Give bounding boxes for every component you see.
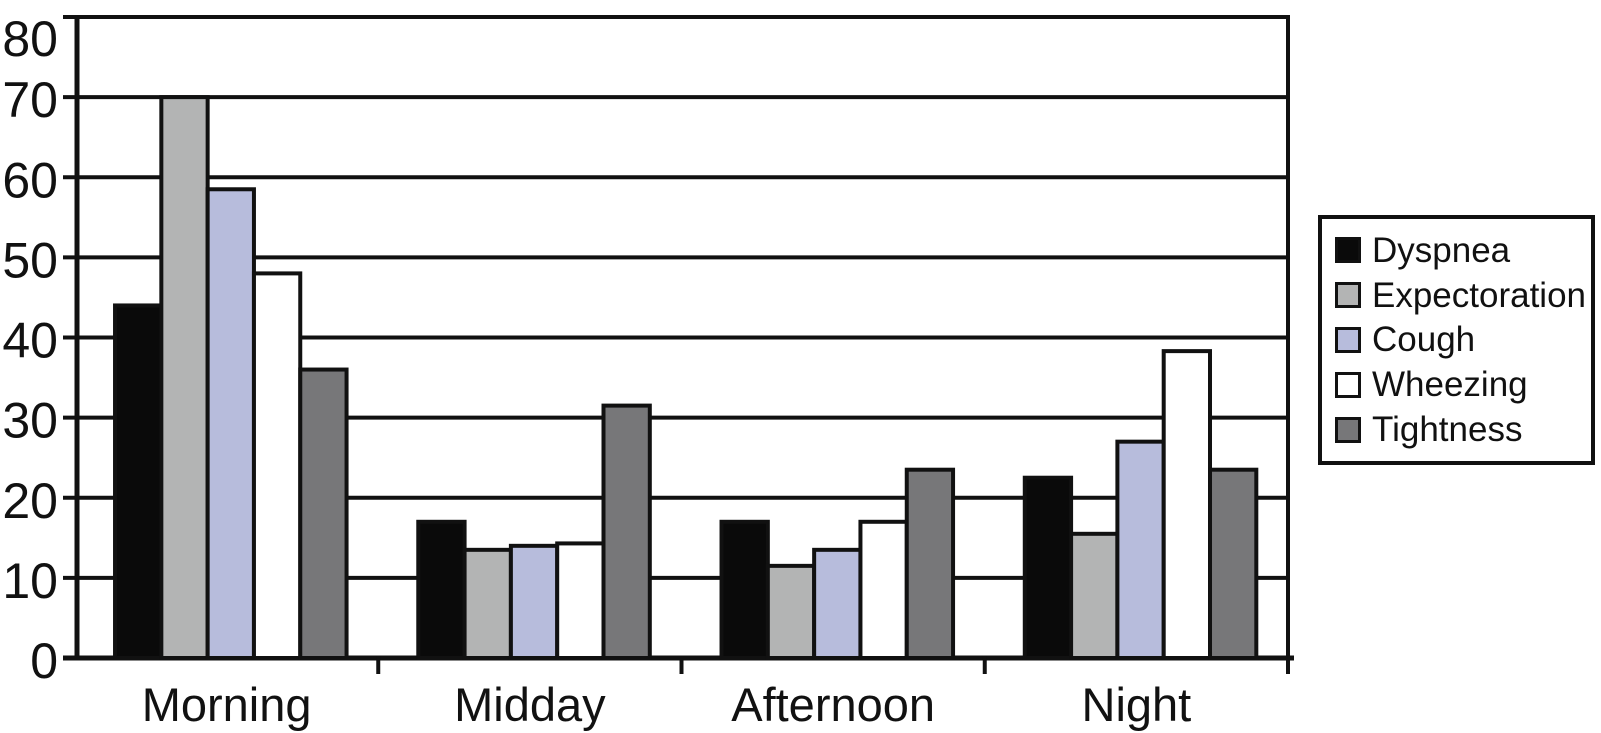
x-category-label: Night [1082,678,1192,731]
legend-item: Expectoration [1335,278,1591,313]
legend-item: Tightness [1335,412,1591,447]
legend-label: Wheezing [1372,365,1528,405]
bar-dyspnea-morning [113,303,164,660]
bar-expectoration-morning [159,95,210,660]
legend-swatch-tightness [1335,416,1361,443]
bar-expectoration-midday [462,547,513,660]
bar-wheezing-morning [251,271,303,660]
y-tick-label: 30 [2,393,58,449]
x-category-label: Morning [142,678,312,731]
bar-wheezing-afternoon [858,519,909,660]
y-tick-label: 50 [2,232,58,288]
legend-item: Cough [1335,322,1591,357]
bar-tightness-morning [298,367,349,660]
y-tick-label: 40 [2,313,58,369]
legend-label: Expectoration [1372,275,1587,315]
bar-dyspnea-night [1022,475,1074,660]
bar-wheezing-midday [555,541,606,661]
bar-cough-night [1115,439,1166,660]
bar-expectoration-night [1069,531,1120,661]
bar-dyspnea-midday [416,519,467,660]
legend-swatch-cough [1335,326,1361,353]
legend-swatch-expectoration [1335,282,1361,309]
bar-cough-midday [508,543,560,661]
bar-dyspnea-afternoon [719,519,770,660]
bar-wheezing-night [1161,349,1213,660]
y-tick-label: 20 [2,473,58,529]
bar-expectoration-afternoon [765,563,817,661]
legend-swatch-dyspnea [1335,237,1361,264]
x-category-label: Midday [454,678,606,731]
legend-swatch-wheezing [1335,371,1361,398]
bar-tightness-night [1208,467,1259,660]
bar-cough-afternoon [812,547,863,660]
y-tick-label: 70 [2,72,58,128]
bar-tightness-midday [601,403,652,661]
legend-label: Dyspnea [1372,230,1511,270]
bar-cough-morning [205,187,256,661]
legend-label: Tightness [1372,410,1523,450]
legend-label: Cough [1372,320,1476,360]
y-tick-label: 60 [2,152,58,208]
legend: Dyspnea Expectoration Cough Wheezing Tig… [1318,215,1595,465]
legend-item: Dyspnea [1335,233,1591,268]
x-category-label: Afternoon [731,678,935,731]
legend-item: Wheezing [1335,367,1591,402]
y-tick-label: 10 [2,553,58,609]
y-tick-label: 0 [30,633,58,689]
bar-tightness-afternoon [904,467,956,660]
y-tick-label: 80 [2,11,58,67]
